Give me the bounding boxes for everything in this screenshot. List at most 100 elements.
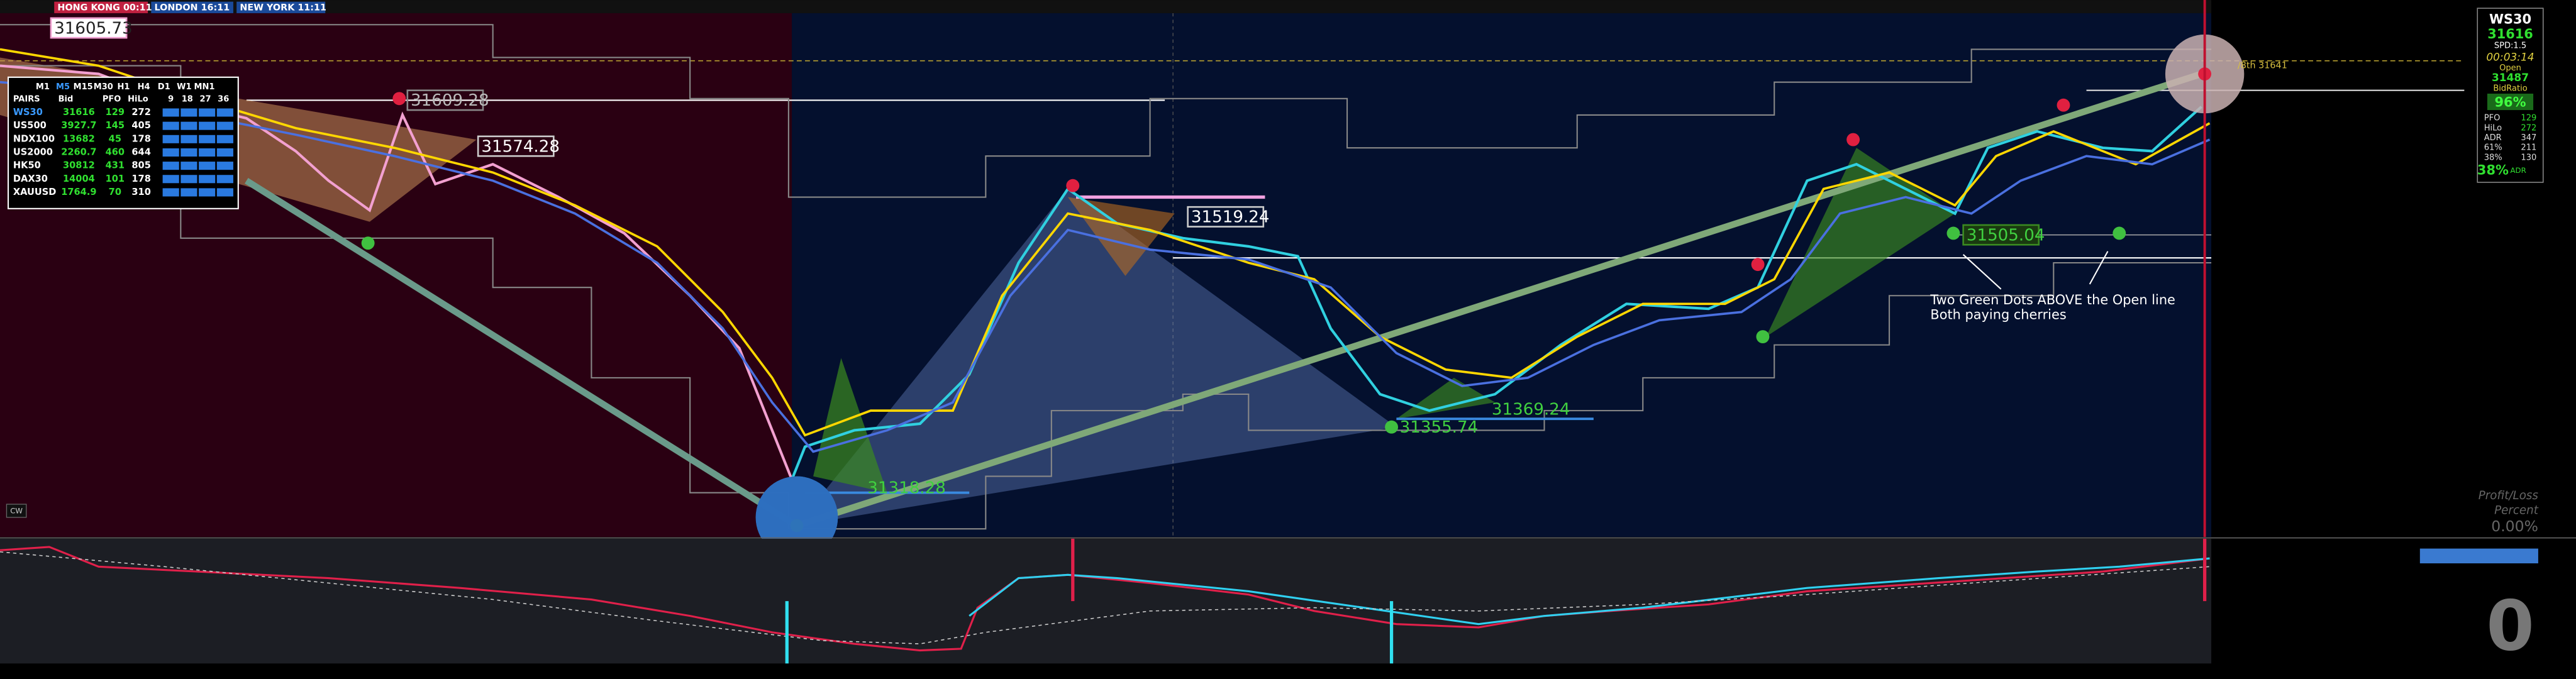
trend-box [216,148,233,157]
pl-subtitle: Percent [2494,504,2539,517]
timeframe[interactable]: H1 [117,82,130,92]
stat-value: 272 [2521,123,2536,133]
timeframe-buttons[interactable] [2419,548,2538,564]
cell: 644 [131,146,151,157]
channel-upper [0,24,2212,198]
trend-box [199,175,216,184]
red-dot [1751,258,1765,272]
trend-box [216,175,233,184]
cw-button[interactable] [6,504,27,518]
timeframe[interactable]: D1 [158,82,170,92]
price-label: 31318.28 [867,479,946,498]
pair[interactable]: XAUUSD [13,187,57,197]
column-header: Bid [58,95,74,104]
ma-blue [0,80,2211,453]
cell: 45 [109,133,121,144]
trend-box [162,121,179,130]
trend-box [199,135,216,143]
cell: 431 [106,160,125,171]
cell: 3927.7 [61,120,96,131]
ma-yellow [0,48,2211,437]
session-tab [236,1,326,13]
label-box [406,89,484,111]
cell: 31616 [63,107,95,118]
cell: 178 [131,133,151,144]
green-dot [1385,420,1399,434]
column-header: 36 [218,95,229,104]
trend-box [180,188,197,197]
trend-box [216,162,233,170]
cell: 129 [106,107,125,118]
timer: 00:03:14 [2486,51,2534,63]
pl-value: 0.00% [2491,517,2538,535]
label-box [50,17,128,39]
label-box [477,135,555,157]
column-header: 9 [168,95,174,104]
trend-box [162,135,179,143]
cell: 70 [109,187,121,197]
green-triangle [813,358,887,493]
trend-box [199,188,216,197]
timeframe[interactable]: M1 [36,82,50,92]
session-label: NEW YORK 11:11 [240,3,326,13]
pl-title: Profit/Loss [2479,489,2539,502]
price-label: 31355.74 [1400,418,1479,437]
pair[interactable]: WS30 [13,107,43,118]
trendline [796,70,2203,529]
annotation-arrow [1962,254,2002,290]
footer-label: ADR [2511,166,2526,175]
trend-box [180,108,197,117]
oscillator-cyan [969,557,2210,626]
sessions: HONG KONG 00:11 LONDON 16:11 NEW YORK 11… [54,1,326,13]
footer-value: 38% [2477,163,2509,178]
timeframe[interactable]: H4 [138,82,150,92]
orange-triangle [1067,197,1175,276]
trend-box [162,175,179,184]
trend-box [216,188,233,197]
stat-label: ADR [2484,133,2502,143]
pair[interactable]: US500 [13,120,47,131]
stat-value: 347 [2521,133,2536,143]
red-dot [1066,179,1080,192]
cell: 2260.7 [61,146,96,157]
cell: 101 [106,174,125,184]
timeframe[interactable]: MN1 [194,82,214,92]
spread: SPD:1.5 [2494,41,2526,51]
price-label: 31369.24 [1492,400,1570,419]
price-label: 31519.24 [1191,208,1270,227]
open-label: Open [2499,63,2521,73]
stat-label: 38% [2484,153,2502,162]
column-header: 27 [199,95,211,104]
price-up [791,106,2202,480]
column-header: PAIRS [13,95,40,104]
green-triangle [1766,148,1955,337]
session-tab [54,1,148,13]
price-label: 31609.28 [411,91,489,110]
cw-label[interactable]: CW [10,507,23,516]
annotation: Two Green Dots ABOVE the Open line [1929,292,2175,307]
blue-triangle [796,189,1397,526]
pair[interactable]: NDX100 [13,133,55,144]
price-label: 31505.04 [1967,226,2045,245]
info-panel: WS30 31616 SPD:1.5 00:03:14 Open 31487 B… [2477,8,2544,183]
symbol: WS30 [2489,11,2531,26]
cell: 405 [131,120,151,131]
pair[interactable]: HK50 [13,160,41,171]
open: 31487 [2492,72,2529,84]
cell: 460 [106,146,125,157]
pair[interactable]: DAX30 [13,174,48,184]
stat-label: HiLo [2484,123,2502,133]
cell: 178 [131,174,151,184]
pair[interactable]: US2000 [13,146,53,157]
time-axis [0,663,2576,679]
timeframe[interactable]: M15 [74,82,93,92]
trend-box [180,175,197,184]
timeframe[interactable]: M30 [94,82,113,92]
trend-box [162,148,179,157]
timeframe[interactable]: M5 [56,82,70,92]
timeframe[interactable]: W1 [177,82,191,92]
cell: 272 [131,107,151,118]
stat-value: 211 [2521,143,2536,153]
price-label: 31605.73 [54,19,133,38]
